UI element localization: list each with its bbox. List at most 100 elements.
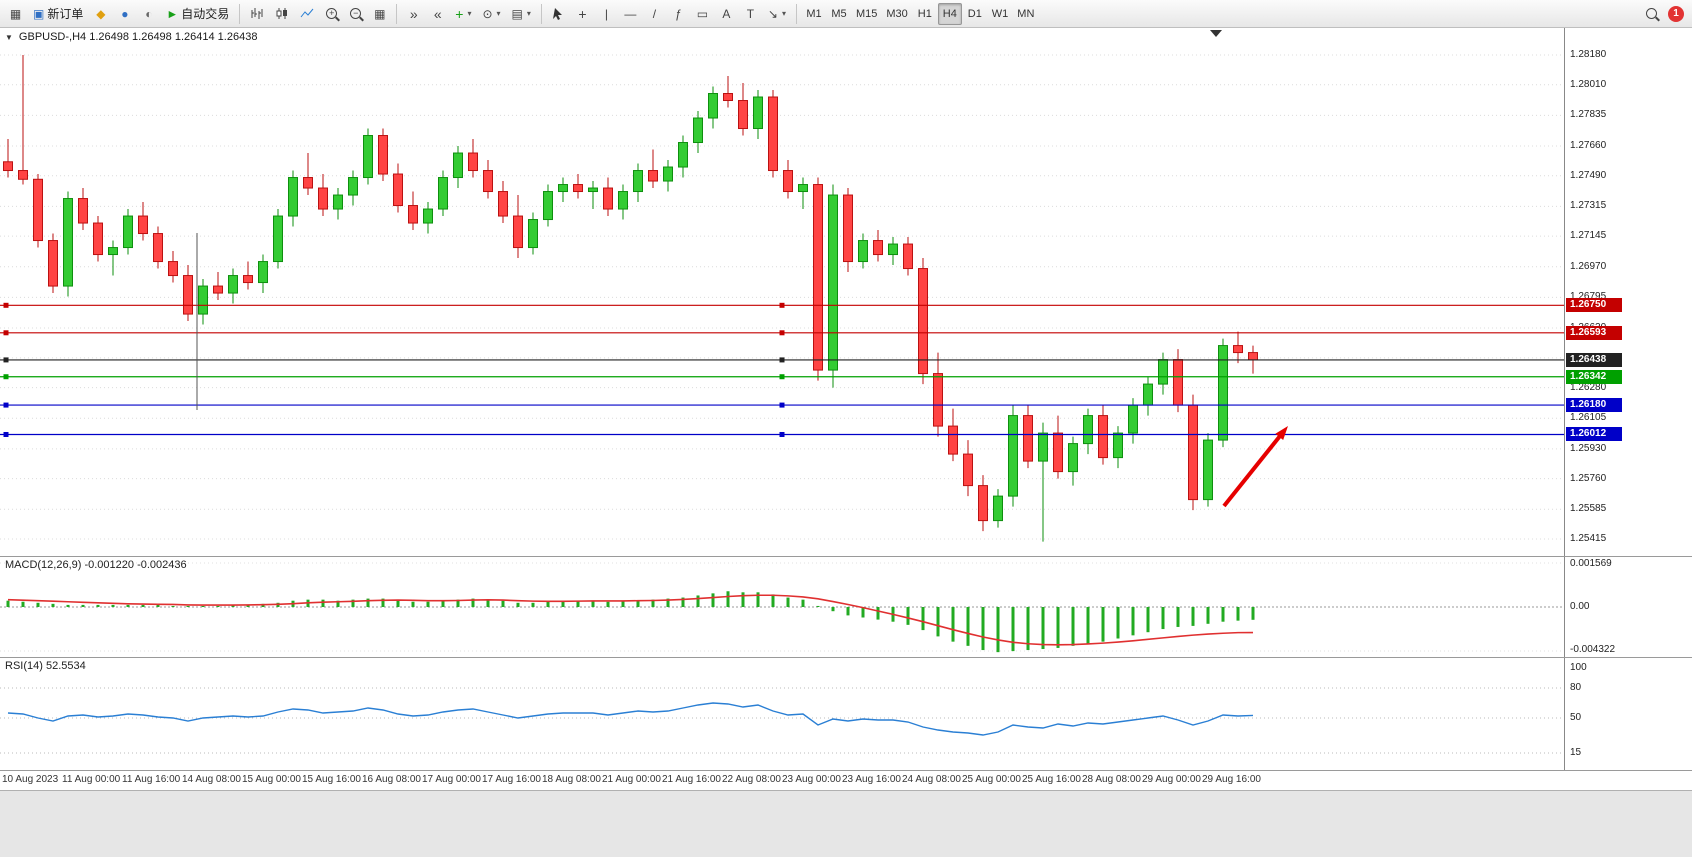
- arrows-tool-button[interactable]: ↘ ▾: [763, 3, 791, 25]
- fibonacci-icon: ƒ: [675, 6, 682, 21]
- text-label-icon: T: [746, 6, 755, 21]
- price-tag-1.26438: 1.26438: [1566, 352, 1622, 367]
- price-line-1.26593[interactable]: [0, 330, 1564, 336]
- auto-scroll-icon: »: [409, 5, 418, 22]
- time-axis[interactable]: 10 Aug 2023 11 Aug 00:00 11 Aug 16:00 14 Au…: [0, 771, 1564, 790]
- rsi-line: [7, 702, 1254, 736]
- chart-shift-button[interactable]: «: [426, 3, 449, 25]
- text-label-button[interactable]: T: [739, 3, 762, 25]
- price-line-1.26750[interactable]: [0, 302, 1564, 308]
- rsi-pane[interactable]: [0, 658, 1564, 770]
- price-axis-label: 1.26970: [1570, 260, 1607, 272]
- pane-separator[interactable]: [0, 556, 1692, 557]
- toolbar-separator: [396, 3, 398, 24]
- zoom-in-button[interactable]: +: [320, 3, 343, 25]
- new-order-icon: ▣: [33, 6, 45, 21]
- toolbar-group-file: ▦ ▣ 新订单 ◆ ● ◐ ► 自动交易: [4, 3, 234, 25]
- pane-separator[interactable]: [0, 657, 1692, 658]
- notification-badge[interactable]: 1: [1668, 5, 1684, 22]
- price-line-1.26342[interactable]: [0, 374, 1564, 380]
- timeframe-MN[interactable]: MN: [1013, 3, 1038, 25]
- price-line-1.26180[interactable]: [0, 402, 1564, 408]
- timeframe-M30[interactable]: M30: [882, 3, 911, 25]
- price-axis-label: 1.27145: [1570, 230, 1607, 242]
- shift-marker: [1210, 30, 1222, 37]
- price-pane[interactable]: [0, 28, 1564, 556]
- crosshair-button[interactable]: +: [571, 3, 594, 25]
- periods-clock-icon: ⊙: [482, 6, 493, 21]
- zoom-in-icon: +: [326, 8, 338, 19]
- macd-indicator-label: MACD(12,26,9) -0.001220 -0.002436: [5, 559, 187, 571]
- trendline-icon: /: [652, 6, 657, 21]
- toolbar-separator: [540, 3, 542, 24]
- bar-chart-icon: [251, 8, 263, 19]
- trendline-button[interactable]: /: [643, 3, 666, 25]
- timeframe-M15[interactable]: M15: [852, 3, 881, 25]
- price-axis[interactable]: 1.28180 1.28010 1.27835 1.27660 1.27490 1.273…: [1564, 28, 1692, 770]
- autotrading-button[interactable]: ► 自动交易: [161, 3, 234, 25]
- new-order-button[interactable]: ▣ 新订单: [28, 3, 88, 25]
- time-label: 23 Aug 00:00: [782, 774, 841, 785]
- timeframe-H1[interactable]: H1: [913, 3, 937, 25]
- metaeditor-button[interactable]: ◆: [89, 3, 112, 25]
- price-line-1.26438[interactable]: [0, 357, 1564, 363]
- price-axis-label: 1.25930: [1570, 442, 1607, 454]
- timeframe-W1[interactable]: W1: [988, 3, 1013, 25]
- price-axis-label: 1.28010: [1570, 78, 1607, 90]
- tile-windows-icon: ▦: [374, 6, 386, 21]
- horizontal-line-button[interactable]: —: [619, 3, 642, 25]
- templates-button[interactable]: ▤ ▾: [507, 3, 536, 25]
- rsi-axis-label: 15: [1570, 747, 1582, 758]
- line-chart-button[interactable]: [295, 3, 319, 25]
- time-label: 25 Aug 00:00: [962, 774, 1021, 785]
- history-center-button[interactable]: ◐: [137, 3, 160, 25]
- price-axis-label: 1.26795: [1570, 291, 1607, 303]
- cursor-button[interactable]: [547, 3, 570, 25]
- time-label: 25 Aug 16:00: [1022, 774, 1081, 785]
- autotrading-label: 自动交易: [181, 7, 230, 21]
- price-line-1.26012[interactable]: [0, 431, 1564, 437]
- macd-pane[interactable]: [0, 557, 1564, 657]
- auto-scroll-button[interactable]: »: [402, 3, 425, 25]
- search-icon: [1646, 8, 1657, 19]
- community-button[interactable]: ●: [113, 3, 136, 25]
- timeframe-H4[interactable]: H4: [937, 2, 962, 25]
- price-tag-1.26342: 1.26342: [1566, 369, 1622, 384]
- timeframe-M1[interactable]: M1: [802, 3, 826, 25]
- text-button[interactable]: A: [715, 3, 738, 25]
- time-label: 24 Aug 08:00: [902, 774, 961, 785]
- periods-button[interactable]: ⊙ ▾: [477, 3, 505, 25]
- indicators-button[interactable]: + ▾: [450, 3, 476, 25]
- time-label: 11 Aug 00:00: [62, 774, 121, 785]
- chart-window-button[interactable]: ▦: [4, 3, 27, 25]
- toolbar-group-right: 1: [1640, 3, 1688, 25]
- chevron-down-icon: ▾: [467, 9, 472, 18]
- zoom-out-button[interactable]: −: [344, 3, 367, 25]
- shapes-button[interactable]: ▭: [691, 3, 714, 25]
- macd-axis-label: 0.00: [1570, 601, 1590, 612]
- timeframe-M5[interactable]: M5: [827, 3, 851, 25]
- price-tag-1.26750: 1.26750: [1566, 298, 1622, 313]
- chart-area[interactable]: ▼ GBPUSD-,H4 1.26498 1.26498 1.26414 1.2…: [0, 28, 1564, 770]
- fibonacci-button[interactable]: ƒ: [667, 3, 690, 25]
- time-label: 11 Aug 16:00: [122, 774, 181, 785]
- timeframe-D1[interactable]: D1: [963, 3, 987, 25]
- vertical-line-button[interactable]: |: [595, 3, 618, 25]
- arrows-tool-icon: ↘: [767, 6, 778, 21]
- toolbar-group-drawing: + | — / ƒ ▭ A T ↘ ▾: [547, 3, 791, 25]
- bar-chart-button[interactable]: [245, 3, 269, 25]
- time-label: 16 Aug 08:00: [362, 774, 421, 785]
- price-axis-label: 1.26105: [1570, 412, 1607, 424]
- candlestick-chart-button[interactable]: [270, 3, 294, 25]
- price-axis-label: 1.26280: [1570, 381, 1607, 393]
- tile-windows-button[interactable]: ▦: [368, 3, 391, 25]
- time-label: 21 Aug 16:00: [662, 774, 721, 785]
- chevron-down-icon: ▾: [526, 9, 531, 18]
- search-button[interactable]: [1640, 3, 1663, 25]
- pane-separator: [0, 770, 1692, 771]
- arrow-annotation[interactable]: [1222, 430, 1285, 508]
- toolbar-group-chart-type: + − ▦: [245, 3, 391, 25]
- price-axis-label: 1.27835: [1570, 109, 1607, 121]
- line-chart-icon: [300, 8, 314, 18]
- add-indicator-icon: +: [455, 5, 464, 22]
